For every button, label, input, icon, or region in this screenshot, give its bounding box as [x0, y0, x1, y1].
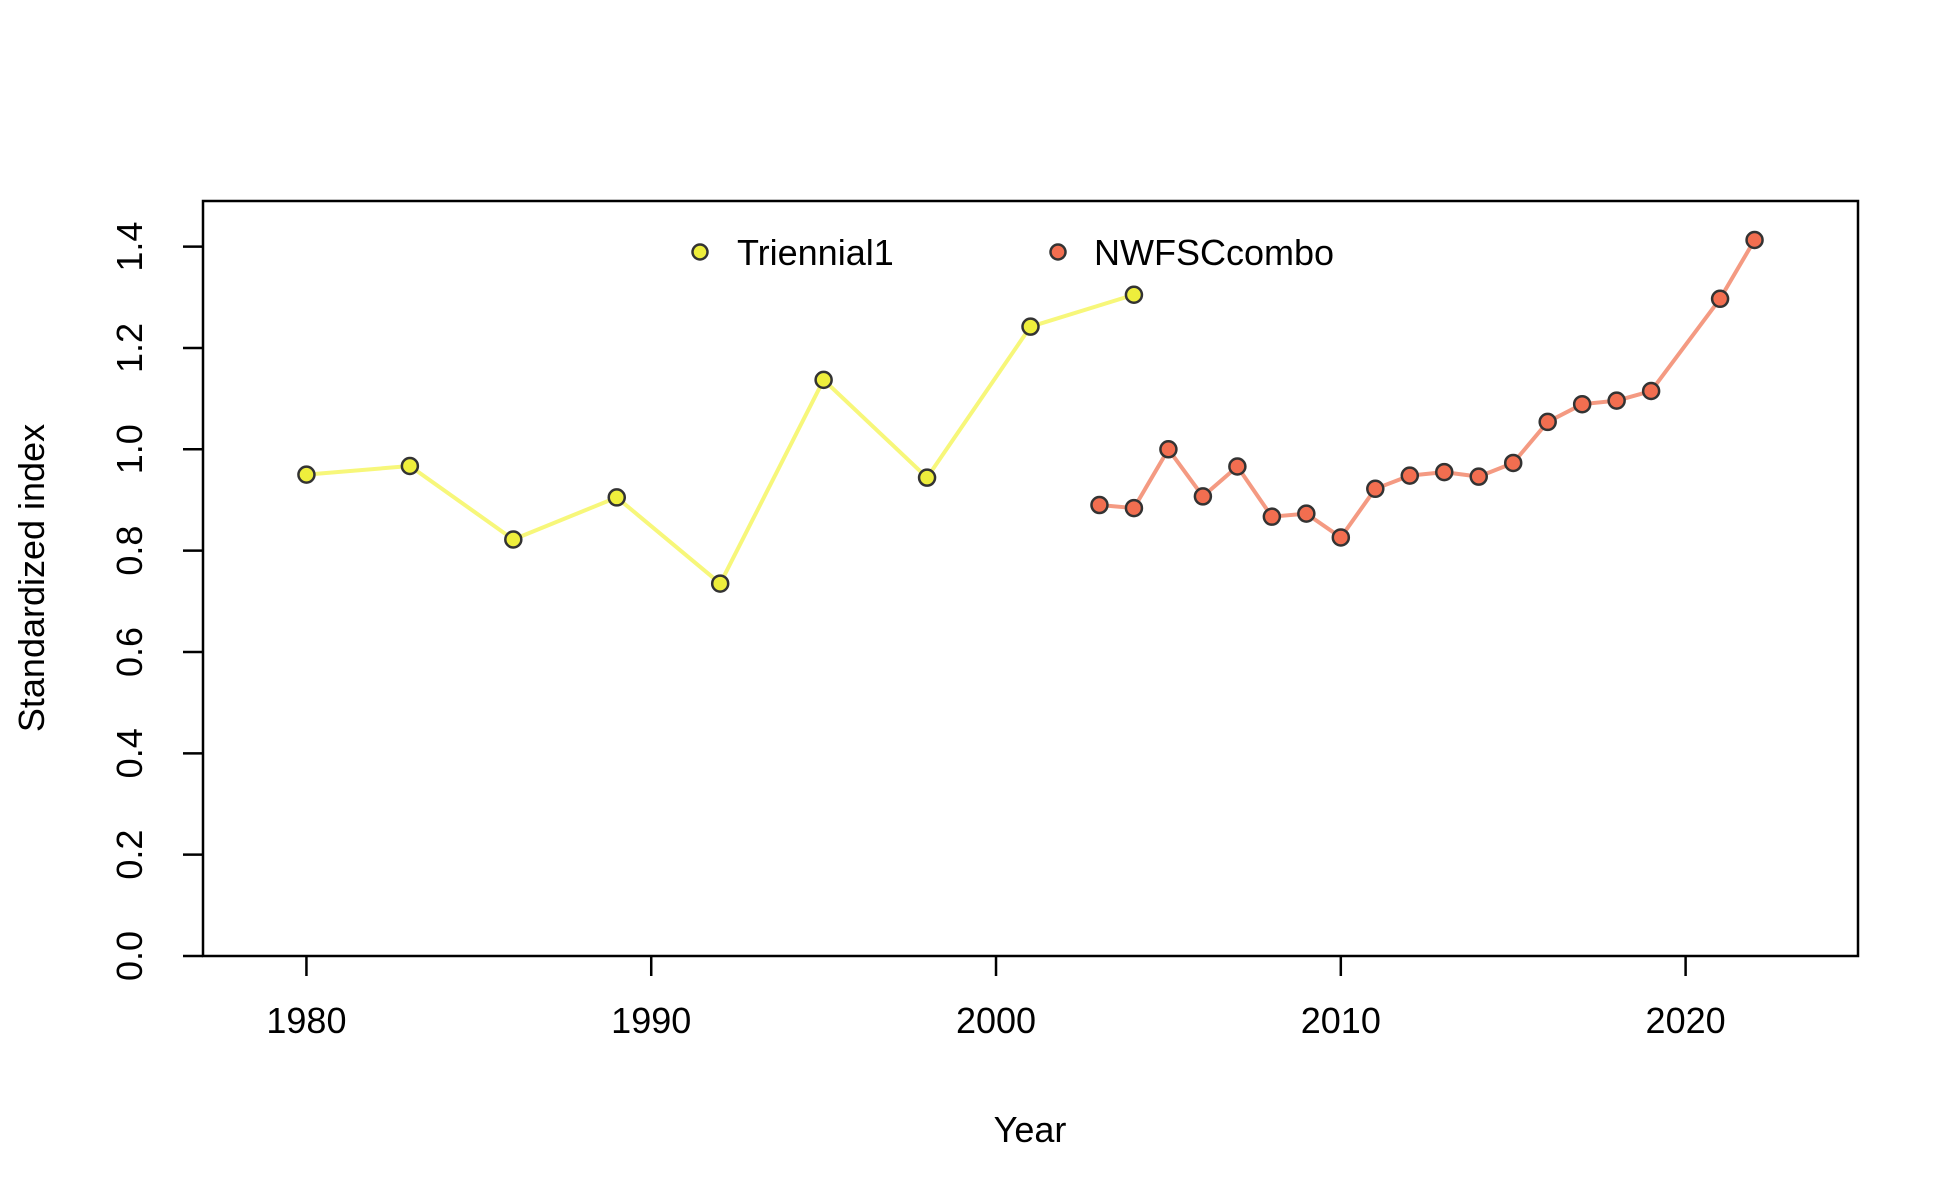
point-nwfsccombo-2008: [1262, 507, 1282, 526]
point-nwfsccombo-2012: [1400, 466, 1420, 485]
point-nwfsccombo-2011: [1366, 479, 1385, 499]
legend-marker-nwfsccombo: [1049, 243, 1067, 261]
point-nwfsccombo-2017: [1572, 394, 1592, 414]
series-layer: [297, 230, 1764, 593]
point-triennial1-2004: [1124, 285, 1144, 304]
point-triennial1-1989: [607, 488, 626, 507]
x-tick-label-1980: 1980: [266, 1000, 346, 1041]
y-tick-label-1-0: 1.0: [109, 424, 150, 474]
x-tick-label-2020: 2020: [1646, 1000, 1726, 1041]
point-nwfsccombo-2009: [1297, 504, 1316, 523]
series-line-triennial1: [306, 292, 1135, 586]
point-nwfsccombo-2005: [1159, 440, 1178, 459]
point-nwfsccombo-2010: [1331, 528, 1351, 547]
point-nwfsccombo-2006: [1193, 487, 1213, 506]
y-tick-label-0-6: 0.6: [109, 627, 150, 677]
y-axis: 0.0 0.2 0.4 0.6 0.8 1.0 1.2 1.4: [109, 222, 203, 981]
legend-marker-triennial1: [691, 243, 709, 261]
point-nwfsccombo-2004: [1124, 498, 1144, 518]
point-triennial1-1992: [710, 574, 730, 593]
y-tick-label-0-4: 0.4: [109, 728, 150, 778]
legend: Triennial1 NWFSCcombo: [691, 232, 1334, 273]
point-nwfsccombo-2014: [1469, 467, 1488, 486]
y-tick-label-1-4: 1.4: [109, 222, 150, 272]
point-nwfsccombo-2015: [1503, 453, 1523, 473]
point-triennial1-1995: [814, 370, 833, 390]
point-nwfsccombo-2003: [1090, 495, 1109, 515]
legend-label-triennial1: Triennial1: [737, 232, 894, 273]
plot-frame: [201, 199, 1860, 958]
point-triennial1-1986: [504, 530, 523, 549]
x-tick-label-1990: 1990: [611, 1000, 691, 1041]
point-nwfsccombo-2016: [1538, 412, 1557, 432]
legend-label-nwfsccombo: NWFSCcombo: [1094, 232, 1334, 273]
point-nwfsccombo-2007: [1228, 457, 1247, 476]
point-triennial1-1980: [297, 465, 316, 484]
x-tick-label-2000: 2000: [956, 1000, 1036, 1041]
point-nwfsccombo-2019: [1641, 381, 1661, 401]
y-tick-label-0-8: 0.8: [109, 526, 150, 576]
y-tick-label-0-0: 0.0: [109, 931, 150, 981]
point-triennial1-1998: [917, 468, 937, 487]
x-axis: 1980 1990 2000 2010 2020: [266, 956, 1726, 1041]
y-tick-label-1-2: 1.2: [109, 323, 150, 373]
y-tick-label-0-2: 0.2: [109, 830, 150, 880]
x-axis-title: Year: [994, 1109, 1067, 1150]
point-nwfsccombo-2018: [1607, 391, 1626, 410]
point-nwfsccombo-2021: [1710, 289, 1730, 309]
point-nwfsccombo-2013: [1435, 462, 1454, 482]
y-axis-title: Standardized index: [11, 424, 52, 732]
point-triennial1-2001: [1021, 317, 1040, 336]
point-nwfsccombo-2022: [1745, 230, 1764, 250]
point-triennial1-1983: [400, 456, 420, 476]
x-tick-label-2010: 2010: [1301, 1000, 1381, 1041]
